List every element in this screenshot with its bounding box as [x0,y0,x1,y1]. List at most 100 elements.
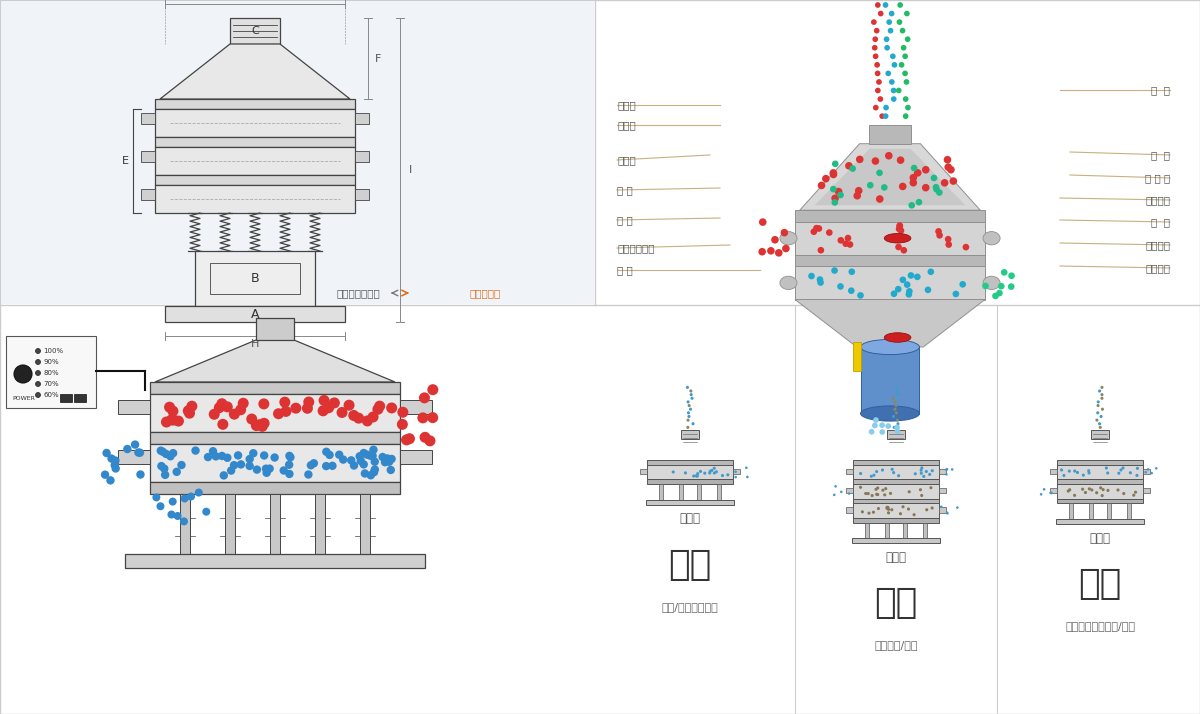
Circle shape [822,175,829,183]
Circle shape [886,71,892,76]
Circle shape [211,452,220,461]
Circle shape [883,2,888,8]
Bar [355,189,370,200]
Circle shape [368,451,377,460]
Circle shape [107,476,115,485]
Circle shape [336,407,348,418]
Text: A: A [251,308,259,321]
Circle shape [216,398,228,409]
Circle shape [901,45,906,51]
Circle shape [698,470,702,473]
Text: 下部重锤: 下部重锤 [1145,263,1170,273]
Bar [853,479,938,484]
Circle shape [838,237,844,243]
Circle shape [217,419,228,430]
Text: 筛  网: 筛 网 [1151,85,1170,95]
Bar [1057,460,1142,465]
Text: 机 座: 机 座 [617,265,632,275]
Circle shape [932,184,940,191]
Circle shape [1145,471,1147,473]
Circle shape [946,512,949,515]
Circle shape [890,88,896,94]
Circle shape [900,247,907,253]
Circle shape [899,62,905,68]
Circle shape [896,88,901,94]
Circle shape [870,475,872,478]
Bar [355,151,370,162]
Bar [155,147,355,175]
Circle shape [286,452,294,460]
Polygon shape [648,439,732,460]
Circle shape [1073,494,1076,497]
Circle shape [914,273,920,280]
Bar [796,210,985,221]
Circle shape [1098,389,1102,393]
Text: 100%: 100% [43,348,64,354]
Circle shape [881,468,884,472]
Circle shape [899,512,902,516]
Circle shape [906,291,912,298]
Bar [1057,479,1142,484]
Circle shape [1068,488,1072,491]
Circle shape [371,458,379,466]
Circle shape [689,389,692,393]
Circle shape [874,417,878,423]
Circle shape [1097,401,1100,403]
Circle shape [880,114,886,119]
Circle shape [894,425,900,431]
Circle shape [899,183,906,190]
Bar [125,554,425,568]
Circle shape [817,247,824,253]
Ellipse shape [780,231,797,245]
Bar [853,498,938,503]
Circle shape [385,458,394,466]
Circle shape [936,232,943,238]
Circle shape [335,451,343,459]
Circle shape [1050,492,1052,494]
Circle shape [896,19,902,25]
Bar [1127,503,1130,519]
Circle shape [1067,490,1070,493]
Bar [716,484,721,500]
Bar [150,382,400,394]
Circle shape [1087,469,1091,473]
Bar [6,336,96,408]
Circle shape [692,475,695,478]
Circle shape [1136,467,1139,470]
Circle shape [419,393,430,403]
Bar [360,494,370,554]
Circle shape [304,471,312,478]
Text: 过滤: 过滤 [875,586,918,620]
Circle shape [838,283,844,290]
Circle shape [893,426,895,429]
Bar [884,523,889,538]
Circle shape [888,28,894,34]
Bar [1057,484,1142,498]
Circle shape [214,402,224,413]
Circle shape [953,291,959,297]
Ellipse shape [884,233,911,243]
Circle shape [746,476,749,478]
Circle shape [832,267,838,274]
Circle shape [251,420,262,431]
Circle shape [284,461,293,469]
Bar [400,450,432,464]
Circle shape [1091,488,1093,491]
Circle shape [931,175,937,181]
Bar [150,482,400,494]
Circle shape [925,508,929,511]
Text: F: F [374,54,382,64]
Circle shape [383,454,391,463]
Circle shape [1100,494,1104,497]
Text: 弹 簧: 弹 簧 [617,215,632,225]
Circle shape [1087,471,1091,475]
Circle shape [302,403,313,414]
Circle shape [962,243,970,251]
Circle shape [892,397,895,400]
Circle shape [884,152,893,159]
Circle shape [1049,491,1052,494]
Circle shape [896,223,904,229]
Circle shape [112,464,120,473]
Circle shape [380,458,389,466]
Circle shape [893,401,896,403]
